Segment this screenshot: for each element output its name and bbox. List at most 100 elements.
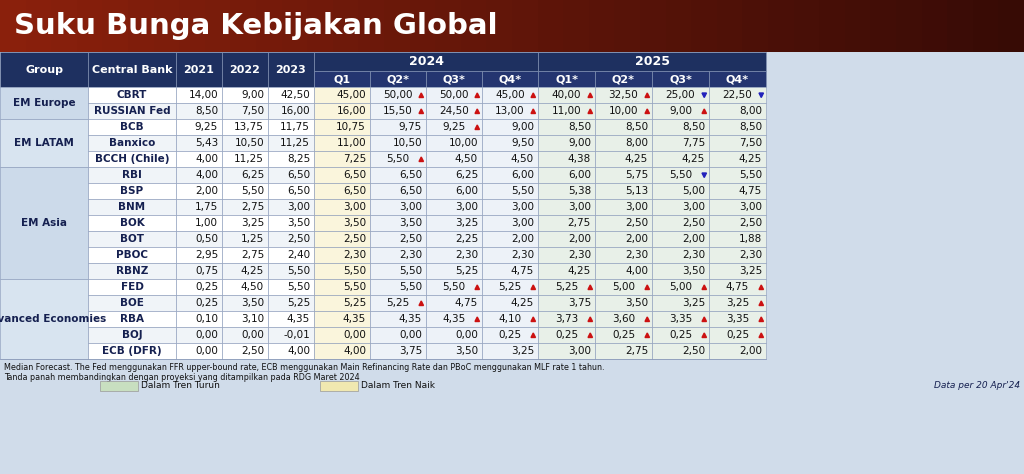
Text: 4,75: 4,75 — [511, 266, 534, 276]
Bar — [709, 151, 766, 167]
Text: 4,50: 4,50 — [455, 154, 478, 164]
Text: 4,25: 4,25 — [567, 266, 591, 276]
Bar — [482, 87, 538, 103]
Bar — [268, 215, 314, 231]
Bar — [652, 167, 709, 183]
Text: 16,00: 16,00 — [281, 106, 310, 116]
Bar — [717, 0, 743, 52]
Text: BOE: BOE — [120, 298, 144, 308]
Text: 1,75: 1,75 — [195, 202, 218, 212]
Text: 11,00: 11,00 — [336, 138, 366, 148]
Text: 4,00: 4,00 — [195, 170, 218, 180]
Text: 3,50: 3,50 — [455, 346, 478, 356]
Bar — [742, 0, 769, 52]
Bar — [435, 0, 462, 52]
Bar — [222, 343, 268, 359]
Text: 4,35: 4,35 — [442, 314, 466, 324]
Bar — [268, 119, 314, 135]
Bar — [176, 52, 222, 87]
Bar — [0, 87, 88, 119]
Bar — [268, 87, 314, 103]
Bar — [314, 183, 370, 199]
Text: 0,10: 0,10 — [195, 314, 218, 324]
Bar — [268, 231, 314, 247]
Bar — [314, 199, 370, 215]
Bar — [314, 71, 370, 87]
Text: 25,00: 25,00 — [666, 90, 695, 100]
Bar — [538, 279, 595, 295]
Bar — [595, 215, 652, 231]
Text: 9,00: 9,00 — [568, 138, 591, 148]
Text: 5,50: 5,50 — [343, 266, 366, 276]
Text: 0,25: 0,25 — [726, 330, 750, 340]
Bar — [709, 87, 766, 103]
Text: 24,50: 24,50 — [439, 106, 469, 116]
Text: 4,25: 4,25 — [682, 154, 705, 164]
Bar — [370, 279, 426, 295]
Text: 3,00: 3,00 — [287, 202, 310, 212]
Bar — [268, 327, 314, 343]
Bar — [482, 343, 538, 359]
Bar — [426, 343, 482, 359]
Bar — [709, 215, 766, 231]
Text: BOK: BOK — [120, 218, 144, 228]
Bar — [538, 183, 595, 199]
Bar — [88, 247, 176, 263]
Text: 3,00: 3,00 — [511, 202, 534, 212]
Bar — [426, 263, 482, 279]
Bar — [222, 199, 268, 215]
Polygon shape — [759, 301, 764, 306]
Bar — [370, 135, 426, 151]
Bar — [595, 151, 652, 167]
Bar — [88, 263, 176, 279]
Bar — [179, 0, 206, 52]
Text: 6,00: 6,00 — [568, 170, 591, 180]
Text: 8,50: 8,50 — [739, 122, 762, 132]
Text: 9,25: 9,25 — [442, 122, 466, 132]
Text: 2024: 2024 — [409, 55, 443, 68]
Bar — [0, 52, 88, 87]
Text: 3,50: 3,50 — [682, 266, 705, 276]
Bar — [314, 343, 370, 359]
Bar — [482, 151, 538, 167]
Bar — [896, 0, 923, 52]
Bar — [595, 247, 652, 263]
Text: 5,25: 5,25 — [455, 266, 478, 276]
Bar — [0, 0, 27, 52]
Bar — [426, 311, 482, 327]
Bar — [268, 343, 314, 359]
Bar — [538, 327, 595, 343]
Text: 5,50: 5,50 — [343, 282, 366, 292]
Bar — [709, 119, 766, 135]
Text: 4,00: 4,00 — [343, 346, 366, 356]
Text: 5,43: 5,43 — [195, 138, 218, 148]
Text: 0,25: 0,25 — [195, 298, 218, 308]
Text: 5,75: 5,75 — [625, 170, 648, 180]
Text: 2,30: 2,30 — [739, 250, 762, 260]
Text: 3,00: 3,00 — [511, 218, 534, 228]
Text: 4,35: 4,35 — [287, 314, 310, 324]
Text: 4,50: 4,50 — [241, 282, 264, 292]
Text: 2022: 2022 — [229, 64, 260, 74]
Bar — [709, 311, 766, 327]
Bar — [652, 279, 709, 295]
Bar — [176, 263, 222, 279]
Bar — [482, 247, 538, 263]
Text: EM LATAM: EM LATAM — [14, 138, 74, 148]
Bar — [538, 231, 595, 247]
Bar — [482, 71, 538, 87]
Bar — [384, 0, 411, 52]
Bar — [88, 311, 176, 327]
Text: 3,25: 3,25 — [455, 218, 478, 228]
Bar — [314, 263, 370, 279]
Text: 22,50: 22,50 — [723, 90, 753, 100]
Bar — [176, 135, 222, 151]
Polygon shape — [702, 317, 707, 321]
Bar — [595, 183, 652, 199]
Bar — [222, 311, 268, 327]
Bar — [370, 327, 426, 343]
Bar — [314, 151, 370, 167]
Bar — [268, 311, 314, 327]
Bar — [370, 343, 426, 359]
Text: 50,00: 50,00 — [439, 90, 469, 100]
